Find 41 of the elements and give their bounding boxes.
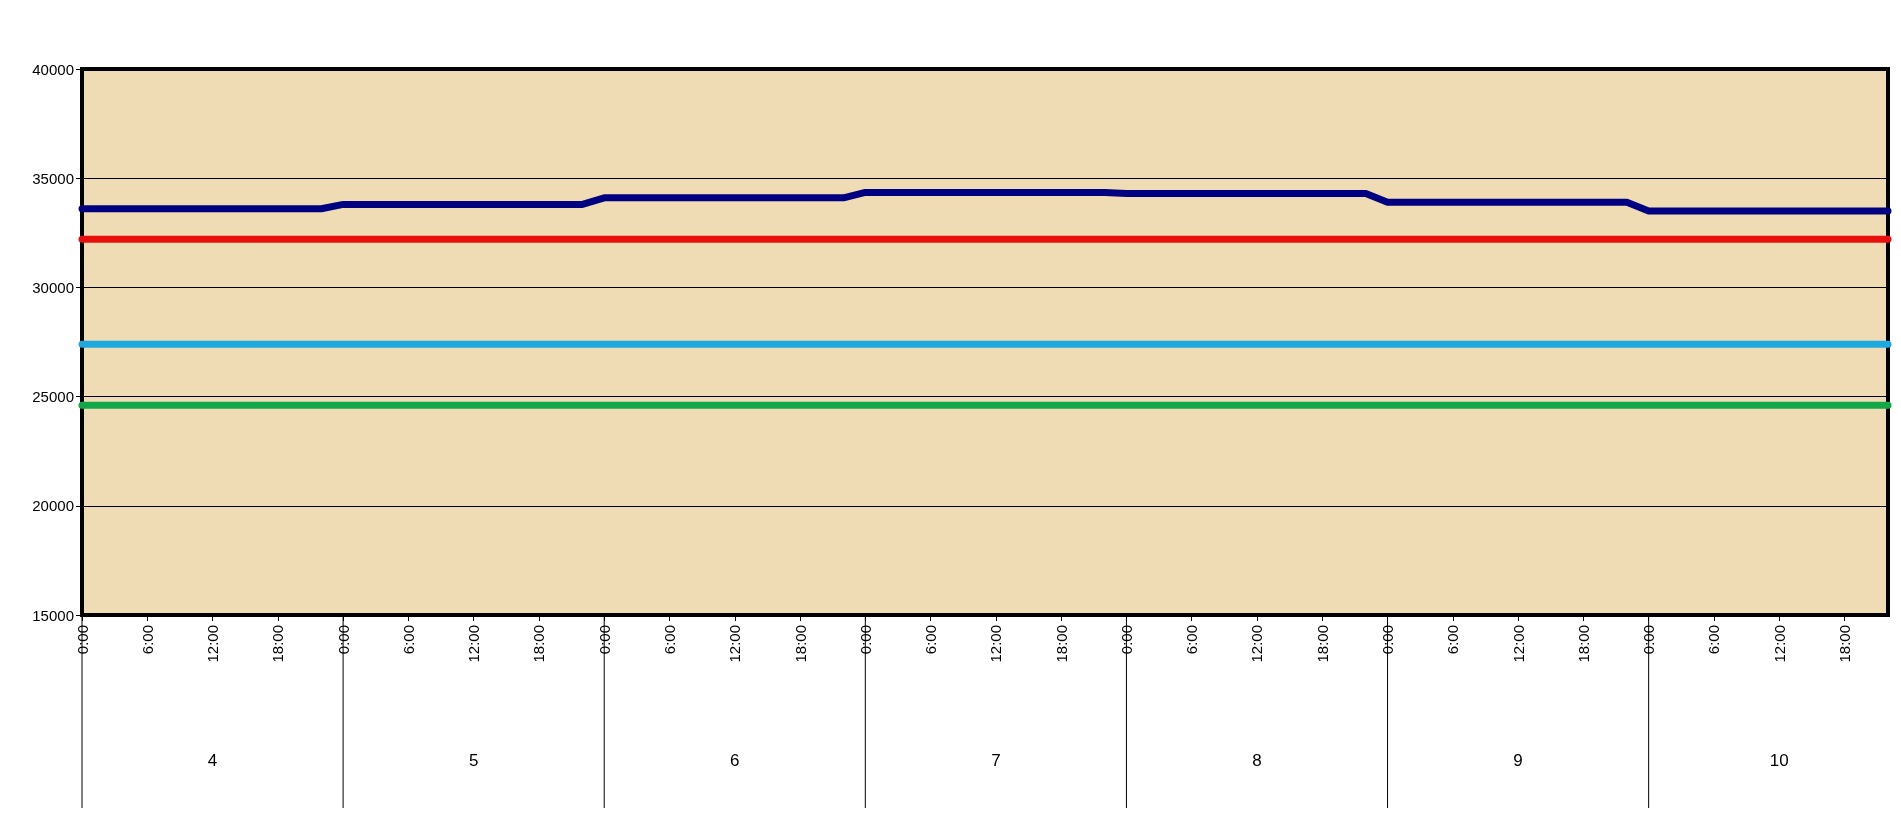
text: 10 xyxy=(1769,750,1789,770)
y-tick-label: 30000 xyxy=(32,278,74,296)
x-tick-label: 12:00 xyxy=(987,625,1005,663)
x-tick-label: 6:00 xyxy=(138,625,156,655)
y-tick-label: 25000 xyxy=(32,388,74,406)
x-tick-label: 0:00 xyxy=(334,625,352,655)
x-tick-label: 0:00 xyxy=(73,625,91,655)
x-tick-label: 18:00 xyxy=(269,625,287,663)
x-tick-label: 6:00 xyxy=(1444,625,1462,655)
x-tick-label: 18:00 xyxy=(1835,625,1853,663)
x-tick-label: 18:00 xyxy=(1313,625,1331,663)
y-tick-label: 40000 xyxy=(32,60,74,78)
x-tick-label: 0:00 xyxy=(1117,625,1135,655)
y-tick-label: 20000 xyxy=(32,497,74,515)
text: 4 xyxy=(207,750,218,770)
x-tick-label: 0:00 xyxy=(595,625,613,655)
text: 8 xyxy=(1252,750,1262,770)
y-tick-label: 15000 xyxy=(32,606,74,624)
x-tick-label: 12:00 xyxy=(726,625,744,663)
x-tick-label: 18:00 xyxy=(1052,625,1070,663)
text: 5 xyxy=(468,750,479,770)
text: 9 xyxy=(1513,750,1523,770)
x-tick-label: 18:00 xyxy=(791,625,809,663)
x-tick-label: 12:00 xyxy=(204,625,222,663)
x-tick-label: 6:00 xyxy=(1705,625,1723,655)
x-tick-label: 0:00 xyxy=(1379,625,1397,655)
x-tick-label: 12:00 xyxy=(1509,625,1527,663)
text: 7 xyxy=(991,750,1001,770)
x-tick-label: 6:00 xyxy=(1183,625,1201,655)
x-tick-label: 0:00 xyxy=(1640,625,1658,655)
text: 6 xyxy=(730,750,740,770)
x-tick-label: 18:00 xyxy=(1574,625,1592,663)
y-tick-label: 35000 xyxy=(32,169,74,187)
x-tick-label: 12:00 xyxy=(465,625,483,663)
x-tick-label: 6:00 xyxy=(399,625,417,655)
x-tick-label: 12:00 xyxy=(1770,625,1788,663)
x-tick-label: 12:00 xyxy=(1248,625,1266,663)
x-tick-label: 6:00 xyxy=(660,625,678,655)
x-tick-label: 6:00 xyxy=(922,625,940,655)
x-tick-label: 0:00 xyxy=(856,625,874,655)
x-tick-label: 18:00 xyxy=(530,625,548,663)
